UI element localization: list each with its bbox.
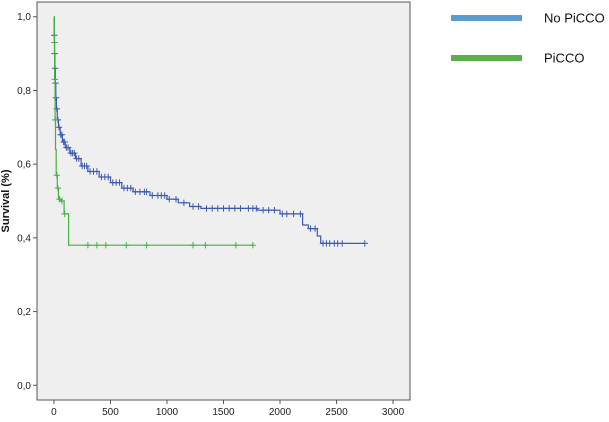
plot-area (36, 1, 411, 401)
censor-mark (265, 207, 272, 214)
censor-mark (51, 76, 59, 83)
censor-mark (259, 207, 267, 214)
censor-mark (58, 197, 66, 205)
censor-mark (123, 242, 130, 249)
legend-item: No PiCCO (451, 11, 605, 26)
censor-mark (172, 196, 180, 203)
series-picco (51, 16, 257, 249)
x-tick-label: 0 (51, 407, 57, 418)
censor-mark (161, 192, 168, 199)
censor-mark (271, 207, 278, 214)
censor-mark (61, 138, 68, 146)
censor-mark (189, 203, 197, 210)
censor-mark (105, 173, 112, 181)
series-no-picco (51, 16, 368, 247)
x-tick-label: 2500 (325, 407, 348, 418)
censor-mark (311, 225, 319, 232)
censor-mark (93, 242, 101, 249)
censor-mark (253, 205, 260, 212)
censor-mark (290, 210, 297, 218)
censor-mark (64, 144, 72, 151)
censor-mark (297, 210, 304, 218)
censor-mark (58, 131, 66, 138)
censor-mark (102, 242, 110, 249)
censor-mark (127, 184, 134, 192)
x-tick-label: 1500 (212, 407, 235, 418)
censor-mark (203, 205, 210, 212)
censor-mark (283, 210, 290, 218)
censor-mark (202, 242, 209, 249)
legend-swatch (451, 55, 522, 61)
censor-mark (361, 240, 368, 247)
censor-mark (189, 242, 197, 249)
x-tick-label: 500 (102, 407, 119, 418)
censor-mark (51, 39, 58, 46)
y-tick-label: 0,8 (17, 86, 31, 97)
censor-mark (237, 205, 244, 212)
legend: No PiCCO PiCCO (451, 11, 605, 66)
censor-mark (93, 168, 101, 175)
censor-mark (53, 172, 60, 179)
censor-mark (143, 242, 150, 249)
x-tick-label: 3000 (382, 407, 405, 418)
y-tick-label: 0,2 (17, 307, 31, 318)
x-tick-label: 2000 (269, 407, 292, 418)
censor-mark (83, 162, 90, 170)
x-axis: 0 500 1000 1500 2000 2500 3000 (51, 400, 405, 418)
censor-mark (52, 94, 60, 101)
censor-mark (71, 149, 78, 157)
censor-mark (52, 116, 59, 124)
x-tick-label: 1000 (156, 407, 179, 418)
y-tick-label: 0,6 (17, 160, 31, 171)
censor-mark (226, 205, 233, 212)
censor-mark (231, 205, 238, 212)
plot-background (36, 1, 411, 401)
y-tick-label: 0,0 (17, 381, 31, 392)
y-tick-label: 1,0 (17, 12, 31, 23)
censor-mark (55, 124, 63, 131)
censor-mark (209, 205, 216, 212)
censor-mark (84, 242, 92, 249)
y-axis-title: Survival (%) (0, 169, 12, 232)
censor-mark (166, 196, 173, 203)
censor-mark (195, 203, 202, 210)
censor-mark (339, 240, 346, 247)
legend-label: PiCCO (544, 51, 584, 66)
censor-mark (220, 205, 227, 212)
censor-mark (214, 205, 221, 212)
censor-mark (143, 188, 150, 195)
censor-mark (232, 242, 240, 249)
series-area (51, 16, 368, 249)
censor-mark (249, 242, 257, 249)
legend-item: PiCCO (451, 51, 584, 66)
censor-mark (116, 179, 123, 186)
y-tick-label: 0,4 (17, 233, 31, 244)
censor-mark (180, 199, 188, 206)
censor-mark (54, 184, 62, 192)
censor-mark (61, 210, 68, 218)
censor-mark (75, 155, 82, 162)
legend-swatch (451, 15, 522, 21)
legend-label: No PiCCO (544, 11, 605, 26)
y-axis: 0,0 0,2 0,4 0,6 0,8 1,0 (17, 12, 37, 392)
censor-mark (149, 192, 156, 199)
